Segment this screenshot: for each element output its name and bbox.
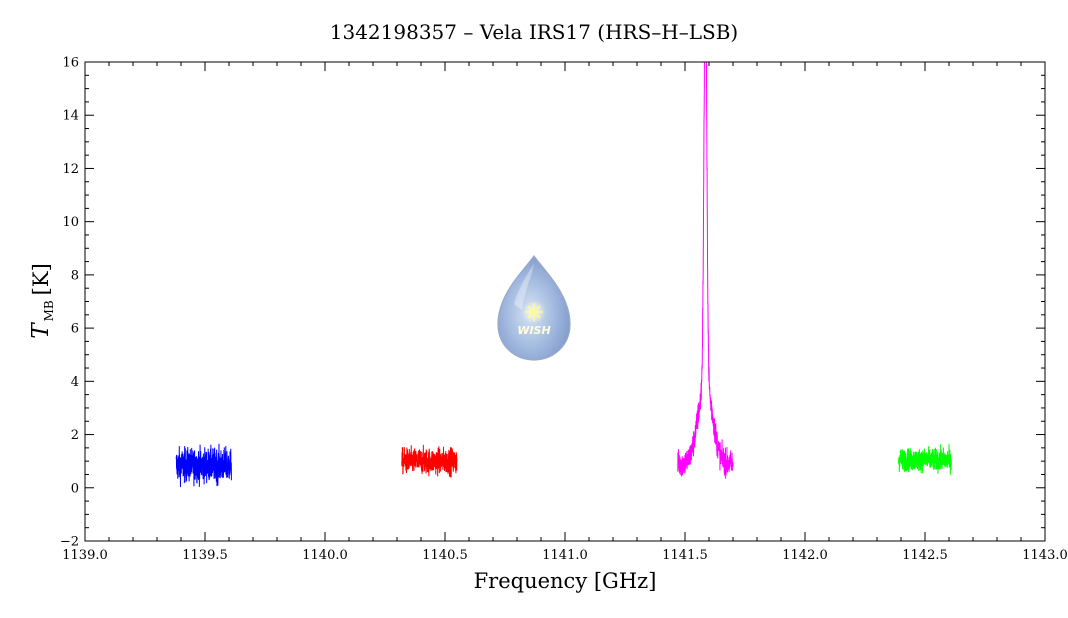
y-tick-label: 4 [71,375,79,390]
logo-text: WISH [517,324,550,337]
svg-text:TMB[K]: TMB [K] [28,263,56,339]
y-tick-label: 16 [62,56,79,71]
y-tick-label: 10 [62,215,79,230]
series-line-3 [677,62,734,479]
y-tick-label: 14 [62,109,79,124]
y-tick-label: 0 [71,481,79,496]
x-tick-label: 1139.0 [62,548,108,563]
x-tick-label: 1140.5 [422,548,468,563]
y-tick-label: 12 [62,162,79,177]
x-axis-label: Frequency [GHz] [474,569,657,593]
x-tick-label: 1140.0 [302,548,348,563]
x-tick-label: 1142.5 [902,548,948,563]
series-line-2 [401,444,458,478]
y-axis-label: TMB [K] [28,263,56,339]
series-line-1 [175,443,232,488]
y-axis-subscript: MB [42,300,56,321]
x-tick-label: 1139.5 [182,548,228,563]
chart-title: 1342198357 – Vela IRS17 (HRS–H–LSB) [330,20,738,44]
x-tick-label: 1141.5 [662,548,708,563]
x-tick-label: 1143.0 [1022,548,1068,563]
x-tick-label: 1141.0 [542,548,588,563]
y-tick-label: −2 [60,535,79,550]
y-tick-label: 8 [71,268,79,283]
y-tick-label: 2 [71,428,79,443]
y-axis-symbol: T [28,322,54,339]
y-tick-label: 6 [71,322,79,337]
series-layer [175,62,952,488]
series-line-4 [898,444,952,475]
plot-frame [84,61,1046,542]
x-tick-label: 1142.0 [782,548,828,563]
wish-logo: WISH [497,254,571,361]
y-axis-unit: [K] [29,263,53,295]
x-axis: 1139.0 1139.5 1140.0 1140.5 1141.0 1141.5 1142… [62,62,1068,563]
